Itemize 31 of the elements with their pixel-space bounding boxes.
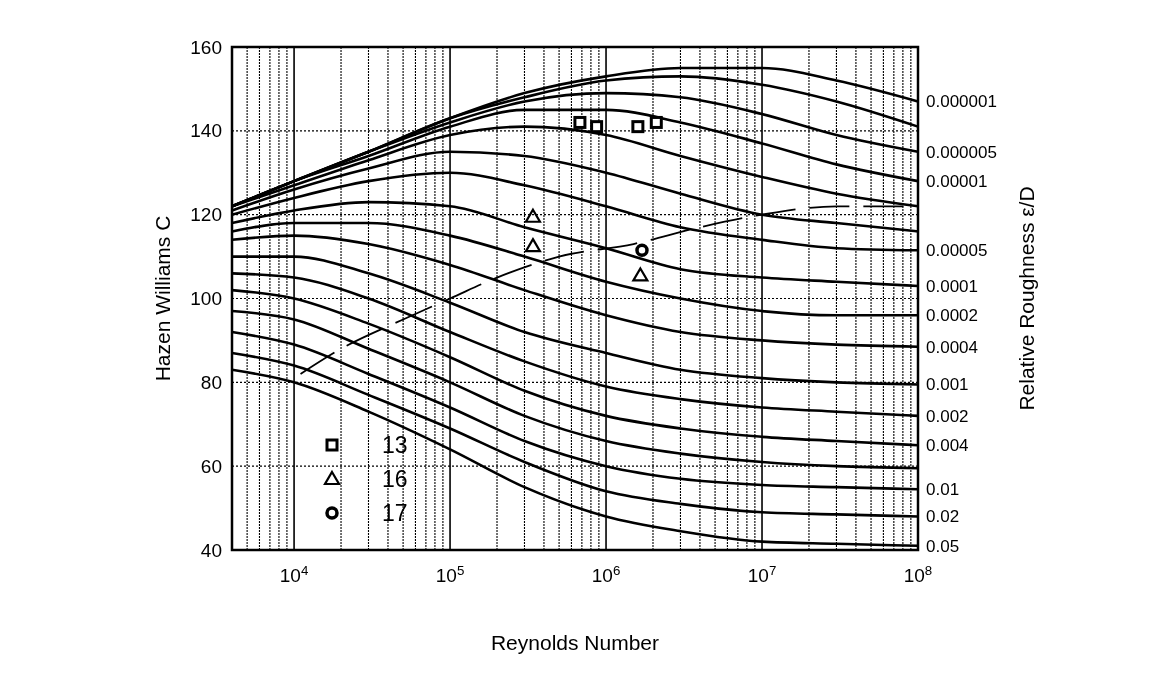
legend-label: 13 (382, 432, 408, 459)
series-label: 0.000001 (926, 92, 997, 112)
y-tick-label: 60 (200, 455, 222, 477)
y2-axis-title: Relative Roughness ε/D (1015, 186, 1038, 411)
series-label: 0.000005 (926, 142, 997, 162)
y-tick-label: 40 (200, 539, 222, 561)
series-label: 0.00005 (926, 241, 988, 261)
series-label: 0.0002 (926, 306, 978, 326)
y-tick-label: 140 (190, 120, 222, 142)
series-label: 0.01 (926, 480, 960, 500)
series-label: 0.05 (926, 536, 960, 556)
series-label: 0.002 (926, 406, 969, 426)
x-tick-label: 10$^{7}$ (747, 562, 777, 586)
x-tick-label: 10$^{5}$ (435, 562, 465, 586)
series-label: 0.0001 (926, 276, 978, 296)
series-label: 0.0004 (926, 337, 978, 357)
x-tick-label: 10$^{8}$ (903, 562, 933, 586)
y-tick-label: 160 (190, 36, 222, 58)
y-tick-label: 100 (190, 288, 222, 310)
legend-label: 16 (382, 466, 408, 493)
x-tick-label: 10$^{4}$ (279, 562, 309, 586)
legend-label: 17 (382, 500, 408, 527)
x-tick-label: 10$^{6}$ (591, 562, 621, 586)
y-tick-label: 120 (190, 204, 222, 226)
series-label: 0.001 (926, 375, 969, 395)
series-label: 0.02 (926, 507, 960, 527)
x-axis-title: Reynolds Number (490, 631, 660, 654)
y-axis-title: Hazen Williams C (151, 215, 174, 382)
series-label: 0.00001 (926, 172, 988, 192)
series-label: 0.004 (926, 436, 969, 456)
y-tick-label: 80 (200, 371, 222, 393)
